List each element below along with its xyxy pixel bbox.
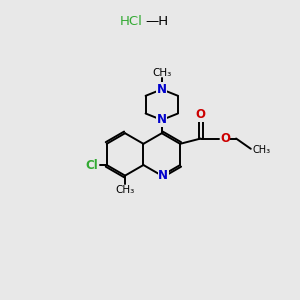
Text: Cl: Cl <box>85 158 98 172</box>
Text: HCl: HCl <box>120 15 142 28</box>
Text: N: N <box>158 169 168 182</box>
Text: —H: —H <box>146 15 169 28</box>
Text: O: O <box>220 132 230 145</box>
Text: CH₃: CH₃ <box>252 145 270 155</box>
Text: CH₃: CH₃ <box>152 68 171 78</box>
Text: O: O <box>196 109 206 122</box>
Text: N: N <box>157 83 167 96</box>
Text: CH₃: CH₃ <box>116 185 135 195</box>
Text: N: N <box>157 113 167 127</box>
